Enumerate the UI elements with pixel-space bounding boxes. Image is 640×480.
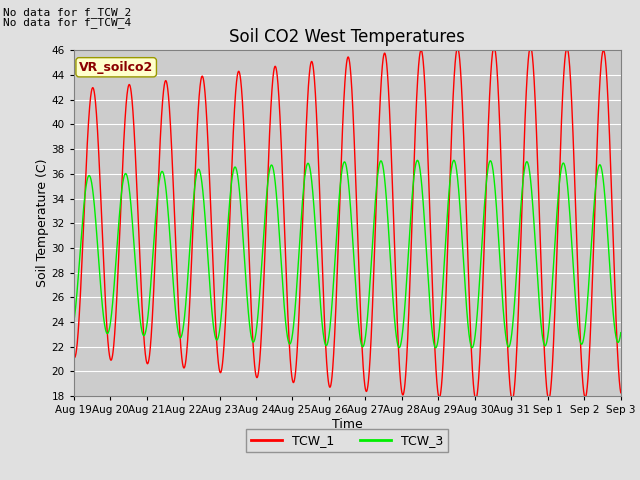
Y-axis label: Soil Temperature (C): Soil Temperature (C): [36, 159, 49, 288]
Text: No data for f_TCW_2: No data for f_TCW_2: [3, 7, 131, 18]
TCW_3: [132, 269, 140, 275]
TCW_1: [548, 377, 556, 383]
Line: TCW_1: TCW_1: [74, 47, 621, 400]
TCW_3: [432, 345, 440, 351]
Title: Soil CO2 West Temperatures: Soil CO2 West Temperatures: [229, 28, 465, 46]
TCW_1: [508, 397, 516, 403]
Text: No data for f_TCW_4: No data for f_TCW_4: [3, 17, 131, 28]
Line: TCW_3: TCW_3: [74, 160, 621, 348]
X-axis label: Time: Time: [332, 418, 363, 431]
TCW_1: [490, 44, 498, 50]
TCW_1: [607, 157, 614, 163]
TCW_3: [450, 157, 458, 163]
TCW_1: [132, 166, 140, 171]
Legend: TCW_1, TCW_3: TCW_1, TCW_3: [246, 429, 448, 452]
TCW_3: [607, 273, 614, 279]
TCW_3: [70, 321, 77, 326]
TCW_3: [617, 330, 625, 336]
TCW_3: [548, 293, 556, 299]
TCW_1: [164, 93, 172, 99]
TCW_1: [280, 197, 287, 203]
TCW_3: [280, 293, 287, 299]
TCW_3: [303, 161, 311, 167]
Text: VR_soilco2: VR_soilco2: [79, 61, 154, 74]
TCW_1: [70, 353, 77, 359]
TCW_3: [164, 214, 172, 220]
TCW_1: [303, 105, 311, 110]
TCW_1: [617, 390, 625, 396]
